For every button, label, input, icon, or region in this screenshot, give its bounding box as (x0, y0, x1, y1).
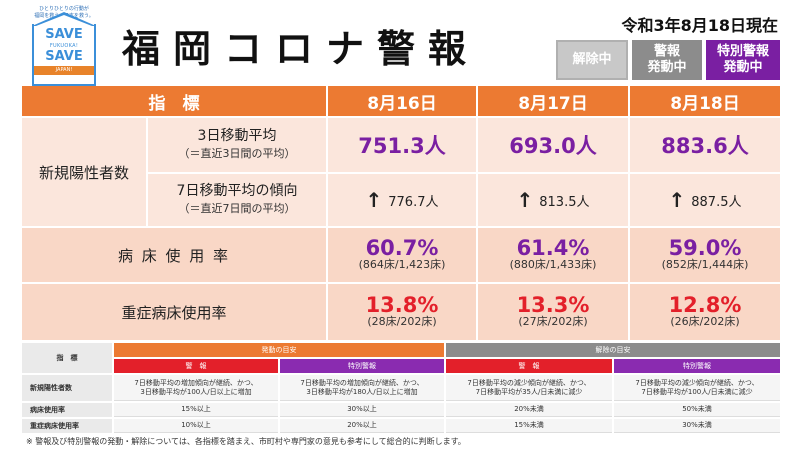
bed-usage-detail-1: (864床/1,423床) (358, 258, 446, 271)
criteria-cell: 7日移動平均の増加傾向が継続、かつ、 3日移動平均が100人/日以上に増加 (114, 375, 278, 401)
avg3-note: （＝直近3日間の平均） (178, 147, 296, 160)
avg7-note: （＝直近7日間の平均） (178, 202, 296, 215)
up-arrow-icon: ↑ (365, 188, 383, 212)
logo-line-4: JAPAN! (34, 66, 94, 75)
lifting-warning-header: 警 報 (446, 359, 612, 373)
criteria-row-label: 病床使用率 (22, 403, 112, 417)
avg7-value-2: 813.5人 (539, 194, 590, 210)
indicator-table: 指 標 8月16日 8月17日 8月18日 新規陽性者数 3日移動平均 （＝直近… (22, 86, 780, 340)
severe-bed-usage-cell-2: 13.3% (27床/202床) (478, 284, 628, 340)
avg7-label: 7日移動平均の傾向 （＝直近7日間の平均） (148, 174, 326, 226)
avg7-value-3: 887.5人 (691, 194, 742, 210)
date-header-1: 8月16日 (328, 86, 476, 116)
severe-bed-usage-value-3: 12.8% (668, 293, 742, 317)
up-arrow-icon: ↑ (668, 188, 686, 212)
severe-bed-usage-detail-1: (28床/202床) (367, 315, 437, 328)
logo-line-3: SAVE (45, 49, 83, 64)
status-warning-badge: 警報 発動中 (632, 40, 702, 80)
bed-usage-value-1: 60.7% (365, 236, 439, 260)
status-special-warning-badge: 特別警報 発動中 (706, 40, 780, 80)
criteria-cell: 15%未満 (446, 419, 612, 433)
avg3-name: 3日移動平均 (197, 128, 277, 144)
logo-line-1: SAVE (45, 27, 83, 42)
severe-bed-usage-cell-1: 13.8% (28床/202床) (328, 284, 476, 340)
house-icon (32, 24, 96, 86)
lifting-header: 解除の目安 (446, 343, 780, 357)
avg7-trend-2: ↑ 813.5人 (478, 174, 628, 226)
avg7-trend-3: ↑ 887.5人 (630, 174, 780, 226)
date-header-3: 8月18日 (630, 86, 780, 116)
criteria-cell: 10%以上 (114, 419, 278, 433)
up-arrow-icon: ↑ (516, 188, 534, 212)
as-of-date: 令和3年8月18日現在 (621, 16, 778, 35)
avg7-trend-1: ↑ 776.7人 (328, 174, 476, 226)
bed-usage-value-2: 61.4% (516, 236, 590, 260)
avg3-value-2: 693.0人 (478, 118, 628, 172)
page-title: 福岡コロナ警報 (122, 26, 480, 71)
activation-header: 発動の目安 (114, 343, 444, 357)
bed-usage-label: 病 床 使 用 率 (22, 228, 326, 282)
criteria-cell: 15%以上 (114, 403, 278, 417)
avg3-value-3: 883.6人 (630, 118, 780, 172)
lifting-special-header: 特別警報 (614, 359, 780, 373)
bed-usage-detail-3: (852床/1,444床) (661, 258, 749, 271)
criteria-cell: 20%以上 (280, 419, 444, 433)
indicator-header: 指 標 (22, 86, 326, 116)
criteria-cell: 7日移動平均の減少傾向が継続、かつ、 7日移動平均が100人/日未満に減少 (614, 375, 780, 401)
criteria-cell: 7日移動平均の減少傾向が継続、かつ、 7日移動平均が35人/日未満に減少 (446, 375, 612, 401)
severe-bed-usage-detail-3: (26床/202床) (670, 315, 740, 328)
severe-bed-usage-value-2: 13.3% (516, 293, 590, 317)
severe-bed-usage-detail-2: (27床/202床) (518, 315, 588, 328)
bed-usage-detail-2: (880床/1,433床) (509, 258, 597, 271)
criteria-cell: 7日移動平均の増加傾向が継続、かつ、 3日移動平均が180人/日以上に増加 (280, 375, 444, 401)
criteria-indicator-header: 指 標 (22, 343, 112, 373)
avg3-label: 3日移動平均 （＝直近3日間の平均） (148, 118, 326, 172)
activation-special-header: 特別警報 (280, 359, 444, 373)
severe-bed-usage-value-1: 13.8% (365, 293, 439, 317)
status-lifted-badge: 解除中 (556, 40, 628, 80)
avg7-name: 7日移動平均の傾向 (176, 183, 298, 199)
criteria-row-label: 重症病床使用率 (22, 419, 112, 433)
criteria-table: 指 標 発動の目安 解除の目安 警 報 特別警報 警 報 特別警報 新規陽性者数… (22, 343, 780, 435)
bed-usage-cell-3: 59.0% (852床/1,444床) (630, 228, 780, 282)
avg7-value-1: 776.7人 (388, 194, 439, 210)
footnote: ※ 警報及び特別警報の発動・解除については、各指標を踏まえ、市町村や専門家の意見… (26, 437, 466, 446)
severe-bed-usage-label: 重症病床使用率 (22, 284, 326, 340)
save-fukuoka-logo: ひとりひとりの行動が 福岡を救う。日本を救う。 SAVE FUKUOKA! SA… (24, 6, 104, 88)
logo-line-2: FUKUOKA! (49, 43, 79, 49)
criteria-cell: 30%未満 (614, 419, 780, 433)
bed-usage-value-3: 59.0% (668, 236, 742, 260)
bed-usage-cell-1: 60.7% (864床/1,423床) (328, 228, 476, 282)
new-cases-label: 新規陽性者数 (22, 118, 146, 226)
avg3-value-1: 751.3人 (328, 118, 476, 172)
criteria-row-label: 新規陽性者数 (22, 375, 112, 401)
criteria-cell: 20%未満 (446, 403, 612, 417)
bed-usage-cell-2: 61.4% (880床/1,433床) (478, 228, 628, 282)
criteria-cell: 50%未満 (614, 403, 780, 417)
date-header-2: 8月17日 (478, 86, 628, 116)
severe-bed-usage-cell-3: 12.8% (26床/202床) (630, 284, 780, 340)
activation-warning-header: 警 報 (114, 359, 278, 373)
criteria-cell: 30%以上 (280, 403, 444, 417)
